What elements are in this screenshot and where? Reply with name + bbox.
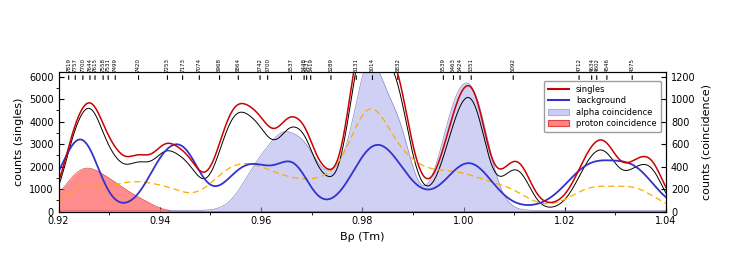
Text: 5832: 5832 xyxy=(395,58,400,72)
Text: 7700: 7700 xyxy=(81,58,86,72)
Text: 7531: 7531 xyxy=(105,58,111,72)
Text: 5539: 5539 xyxy=(441,58,446,72)
Text: 4712: 4712 xyxy=(577,58,581,72)
Text: 7819: 7819 xyxy=(66,58,71,72)
Text: 6700: 6700 xyxy=(265,58,270,72)
X-axis label: Bρ (Tm): Bρ (Tm) xyxy=(340,232,384,242)
Text: 6437: 6437 xyxy=(305,58,309,72)
Text: 6289: 6289 xyxy=(329,58,334,72)
Text: 6742: 6742 xyxy=(258,58,263,72)
Text: 6419: 6419 xyxy=(308,58,313,72)
Text: 7558: 7558 xyxy=(100,58,105,72)
Text: 7074: 7074 xyxy=(197,58,202,72)
Text: 5424: 5424 xyxy=(458,58,463,72)
Text: 6864: 6864 xyxy=(236,58,241,72)
Text: 7420: 7420 xyxy=(136,58,141,72)
Text: 7253: 7253 xyxy=(165,58,170,72)
Legend: singles, background, alpha coincidence, proton coincidence: singles, background, alpha coincidence, … xyxy=(545,80,661,132)
Text: 6968: 6968 xyxy=(217,58,222,72)
Y-axis label: counts (singles): counts (singles) xyxy=(13,98,23,186)
Text: 7499: 7499 xyxy=(113,58,118,72)
Text: 5092: 5092 xyxy=(511,58,516,72)
Y-axis label: counts (coincidence): counts (coincidence) xyxy=(701,84,712,200)
Text: 5463: 5463 xyxy=(451,58,456,72)
Text: 4634: 4634 xyxy=(589,58,594,72)
Text: 6537: 6537 xyxy=(289,58,294,72)
Text: 4375: 4375 xyxy=(630,58,635,72)
Text: 6131: 6131 xyxy=(354,58,359,72)
Text: 6448: 6448 xyxy=(302,58,307,72)
Text: 5351: 5351 xyxy=(468,58,474,72)
Text: 7173: 7173 xyxy=(180,58,185,72)
Text: 4602: 4602 xyxy=(594,58,600,72)
Text: 7615: 7615 xyxy=(92,58,97,72)
Text: 7757: 7757 xyxy=(72,58,78,72)
Text: 6014: 6014 xyxy=(370,58,375,72)
Text: 4546: 4546 xyxy=(605,58,609,72)
Text: 7644: 7644 xyxy=(87,58,92,72)
